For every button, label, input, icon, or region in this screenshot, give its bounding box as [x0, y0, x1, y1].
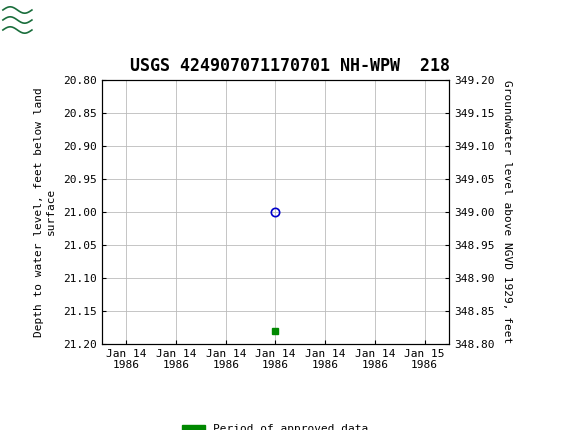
Text: USGS 424907071170701 NH-WPW  218: USGS 424907071170701 NH-WPW 218: [130, 57, 450, 75]
Y-axis label: Depth to water level, feet below land
surface: Depth to water level, feet below land su…: [34, 87, 56, 337]
Text: USGS: USGS: [84, 10, 131, 30]
Legend: Period of approved data: Period of approved data: [178, 420, 373, 430]
Y-axis label: Groundwater level above NGVD 1929, feet: Groundwater level above NGVD 1929, feet: [502, 80, 512, 344]
Bar: [3, 2, 78, 38]
